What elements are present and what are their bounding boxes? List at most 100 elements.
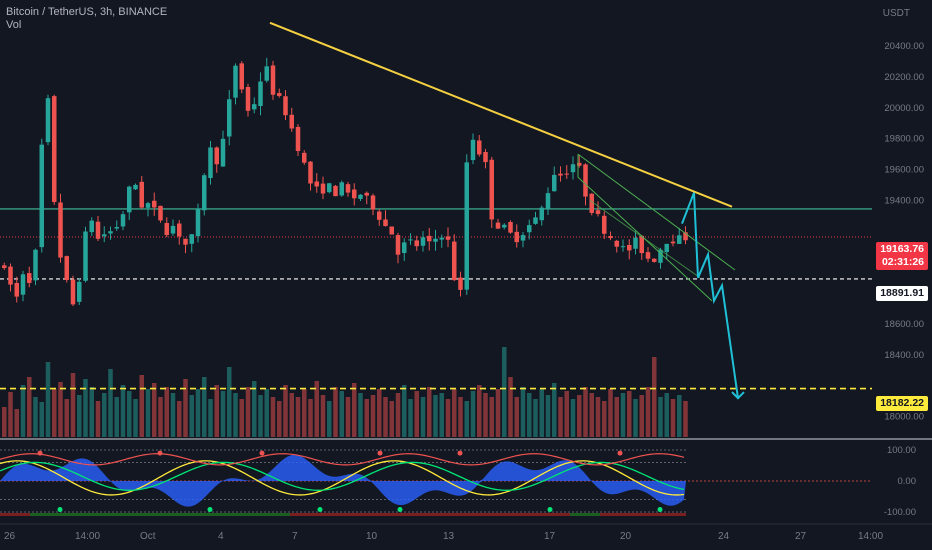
channel-mid xyxy=(589,200,701,279)
volume-bar xyxy=(108,369,113,437)
volume-bar xyxy=(152,383,157,437)
price-axis-label: 20000.00 xyxy=(884,103,924,114)
volume-bar xyxy=(364,399,369,437)
candle-body xyxy=(33,249,38,281)
volume-bar xyxy=(683,401,688,437)
volume-bar xyxy=(8,392,13,437)
volume-bar xyxy=(327,401,332,437)
volume-bar xyxy=(220,391,226,437)
candle-body xyxy=(489,159,494,220)
volume-bar xyxy=(89,387,94,437)
currency-label[interactable]: USDT xyxy=(882,8,910,19)
candle-body xyxy=(114,227,119,229)
oscillator-signal-dot xyxy=(317,507,323,513)
volume-bar xyxy=(633,399,638,437)
volume-bar xyxy=(514,397,519,437)
candle-body xyxy=(583,164,588,197)
volume-label[interactable]: Vol xyxy=(6,19,22,31)
volume-bar xyxy=(345,397,351,437)
volume-bar xyxy=(320,395,326,437)
volume-bar xyxy=(258,395,263,437)
candle-body xyxy=(77,281,82,302)
candle-body xyxy=(377,211,382,220)
time-axis-label: 10 xyxy=(366,531,378,542)
candle-body xyxy=(345,184,351,193)
projection-arrow xyxy=(731,391,745,400)
volume-bar xyxy=(445,399,451,437)
volume-bar xyxy=(658,397,663,437)
price-axis-label: 18600.00 xyxy=(884,319,924,330)
volume-bar xyxy=(583,387,588,437)
time-axis-label: Oct xyxy=(140,531,156,542)
candle-body xyxy=(514,231,519,243)
candle-body xyxy=(239,63,244,90)
candle-body xyxy=(477,140,482,155)
oscillator-pane: 100.00 0.00 -100.00 xyxy=(0,445,916,518)
candle-body xyxy=(577,162,582,166)
candle-body xyxy=(233,65,238,98)
volume-bar xyxy=(627,391,632,437)
candle-body xyxy=(627,244,632,251)
candle-body xyxy=(420,237,426,246)
candle-body xyxy=(570,164,576,173)
volume-bar xyxy=(377,389,382,437)
candle-body xyxy=(283,96,288,116)
candle-body xyxy=(258,81,263,107)
volume-bar xyxy=(564,391,569,437)
volume-bar xyxy=(177,401,182,437)
last-price-tag: 19163.76 02:31:26 xyxy=(876,242,928,270)
volume-bar xyxy=(308,399,313,437)
price-axis-label: 19800.00 xyxy=(884,134,924,145)
oscillator-strip-green xyxy=(570,513,600,516)
volume-bar xyxy=(252,381,257,437)
time-axis-label: 17 xyxy=(544,531,556,542)
volume-bar xyxy=(58,382,63,437)
candle-body xyxy=(658,249,663,263)
level-2-value: 18182.22 xyxy=(880,397,924,409)
candle-body xyxy=(52,96,57,203)
volume-bar xyxy=(502,347,507,437)
volume-bar xyxy=(533,399,538,437)
volume-bar xyxy=(664,393,669,437)
volume-bars xyxy=(2,347,688,437)
price-axis-label: 19600.00 xyxy=(884,165,924,176)
candle-body xyxy=(614,240,619,247)
candle-body xyxy=(552,174,557,192)
trend-line xyxy=(269,21,733,208)
volume-bar xyxy=(545,395,551,437)
volume-bar xyxy=(102,393,107,437)
oscillator-wave-positive xyxy=(0,454,686,481)
volume-bar xyxy=(52,389,57,437)
volume-bar xyxy=(45,362,51,437)
candle-body xyxy=(639,235,644,254)
candle-body xyxy=(389,226,394,235)
candle-body xyxy=(245,87,251,111)
oscillator-signal-dot xyxy=(377,450,383,456)
volume-bar xyxy=(520,387,526,437)
volume-bar xyxy=(133,399,138,437)
level-1-value: 18891.91 xyxy=(880,287,924,299)
channel-top xyxy=(577,153,736,271)
candle-body xyxy=(483,151,488,163)
volume-bar xyxy=(139,375,144,437)
volume-bar xyxy=(183,379,188,437)
candle-body xyxy=(364,192,369,196)
candle-body xyxy=(145,203,151,208)
volume-bar xyxy=(339,391,344,437)
volume-bar xyxy=(170,393,176,437)
chart-legend: Bitcoin / TetherUS, 3h, BINANCE Vol xyxy=(6,6,167,32)
volume-bar xyxy=(77,395,82,437)
candle-body xyxy=(677,235,682,244)
candle-body xyxy=(264,66,269,81)
symbol-title[interactable]: Bitcoin / TetherUS, 3h, BINANCE xyxy=(6,6,168,18)
candle-body xyxy=(664,243,669,253)
oscillator-signal-dot xyxy=(259,450,265,456)
candle-body xyxy=(183,238,188,245)
volume-bar xyxy=(158,397,163,437)
volume-bar xyxy=(608,389,613,437)
candle-body xyxy=(620,246,626,248)
time-axis-label: 24 xyxy=(718,531,730,542)
candle-body xyxy=(589,193,594,213)
